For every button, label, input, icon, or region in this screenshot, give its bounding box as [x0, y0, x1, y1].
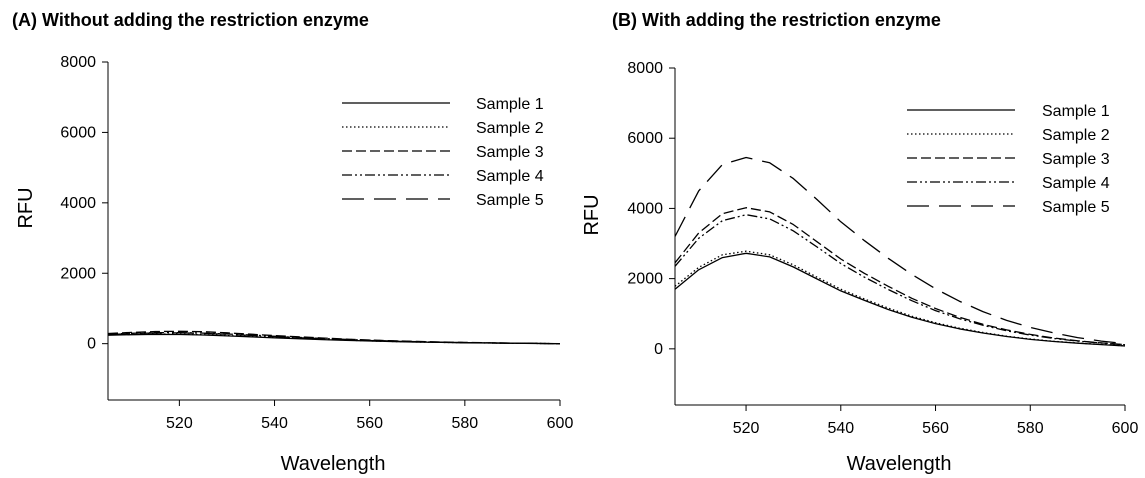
panel-b-y-axis-label: RFU — [581, 194, 603, 235]
panel-a-legend-label-3: Sample 3 — [476, 144, 544, 161]
panel-b-series-5-line — [674, 156, 1126, 345]
panel-a-legend-label-2: Sample 2 — [476, 120, 544, 137]
panel-a-legend-label-5: Sample 5 — [476, 192, 544, 209]
panel-b-y-tick-label: 8000 — [627, 60, 663, 77]
panel-a-x-tick-label: 600 — [547, 415, 574, 432]
panel-a-y-tick-label: 2000 — [60, 265, 96, 282]
panel-b-x-tick-label: 600 — [1112, 420, 1139, 437]
panel-a-series-5-line — [107, 332, 561, 345]
panel-b-y-tick-label: 4000 — [627, 200, 663, 217]
panel-a-x-tick-label: 540 — [261, 415, 288, 432]
panel-a-x-tick-label: 580 — [451, 415, 478, 432]
panel-a-x-axis-label: Wavelength — [281, 453, 386, 475]
panel-b-x-tick-label: 540 — [827, 420, 854, 437]
panel-a-legend-label-1: Sample 1 — [476, 96, 544, 113]
panel-b-y-tick-label: 2000 — [627, 271, 663, 288]
panel-b-x-tick-label: 560 — [922, 420, 949, 437]
panel-a-legend-label-4: Sample 4 — [476, 168, 544, 185]
panel-b-legend-label-3: Sample 3 — [1042, 151, 1110, 168]
panel-b-title: (B) With adding the restriction enzyme — [612, 10, 941, 30]
panel-b-series-1-line — [674, 252, 1126, 347]
panel-a-x-tick-label: 560 — [356, 415, 383, 432]
panel-b-legend-label-2: Sample 2 — [1042, 127, 1110, 144]
panel-b-series-4-line — [674, 214, 1126, 346]
panel-a-y-axis-label: RFU — [15, 187, 37, 228]
panel-a-x-tick-label: 520 — [166, 415, 193, 432]
panel-b-legend-label-4: Sample 4 — [1042, 175, 1110, 192]
panel-b-legend-label-5: Sample 5 — [1042, 199, 1110, 216]
panel-b-x-tick-label: 580 — [1017, 420, 1044, 437]
panel-a-y-tick-label: 8000 — [60, 54, 96, 71]
panel-b-x-axis-label: Wavelength — [847, 453, 952, 475]
panel-b-legend-label-1: Sample 1 — [1042, 103, 1110, 120]
panel-a-y-tick-label: 4000 — [60, 195, 96, 212]
panel-a: (A) Without adding the restriction enzym… — [12, 10, 573, 475]
panel-b-y-tick-label: 6000 — [627, 130, 663, 147]
panel-a-y-tick-label: 6000 — [60, 124, 96, 141]
panel-b-y-tick-label: 0 — [654, 341, 663, 358]
panel-b-series-3-line — [674, 207, 1126, 346]
panel-b: (B) With adding the restriction enzyme R… — [581, 10, 1138, 475]
panel-a-title: (A) Without adding the restriction enzym… — [12, 10, 369, 30]
panel-b-series-2-line — [674, 250, 1126, 347]
panel-a-y-tick-label: 0 — [87, 336, 96, 353]
panel-b-x-tick-label: 520 — [733, 420, 760, 437]
